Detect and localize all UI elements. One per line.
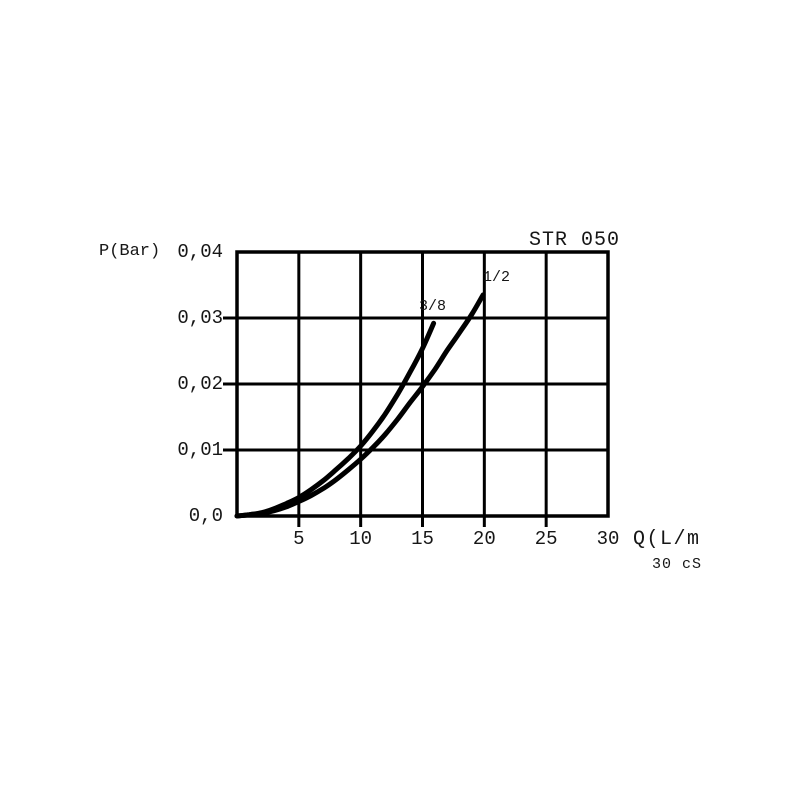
x-tick-label: 30 — [596, 528, 620, 550]
x-tick-label: 5 — [293, 528, 305, 550]
x-tick-label: 10 — [349, 528, 373, 550]
y-tick-label: 0,02 — [177, 372, 223, 395]
y-axis-label: P(Bar) — [99, 242, 161, 261]
curve-label-1-2: 1/2 — [483, 269, 511, 286]
viscosity-note: 30 cS — [652, 556, 703, 573]
y-tick-label: 0,04 — [177, 240, 223, 263]
y-tick-label: 0,0 — [188, 504, 223, 527]
x-tick-label: 25 — [534, 528, 558, 550]
curve-3-8 — [234, 320, 437, 519]
x-tick-label: 15 — [411, 528, 434, 550]
curve-label-3-8: 3/8 — [419, 298, 447, 315]
x-tick-label: 20 — [472, 528, 496, 550]
y-tick-label: 0,01 — [177, 438, 223, 461]
chart-title: STR 050 — [528, 229, 620, 252]
curve-1-2 — [234, 292, 486, 519]
plot-frame — [235, 250, 610, 518]
x-axis-unit: Q(L/m — [633, 528, 701, 551]
y-tick-label: 0,03 — [177, 306, 223, 329]
